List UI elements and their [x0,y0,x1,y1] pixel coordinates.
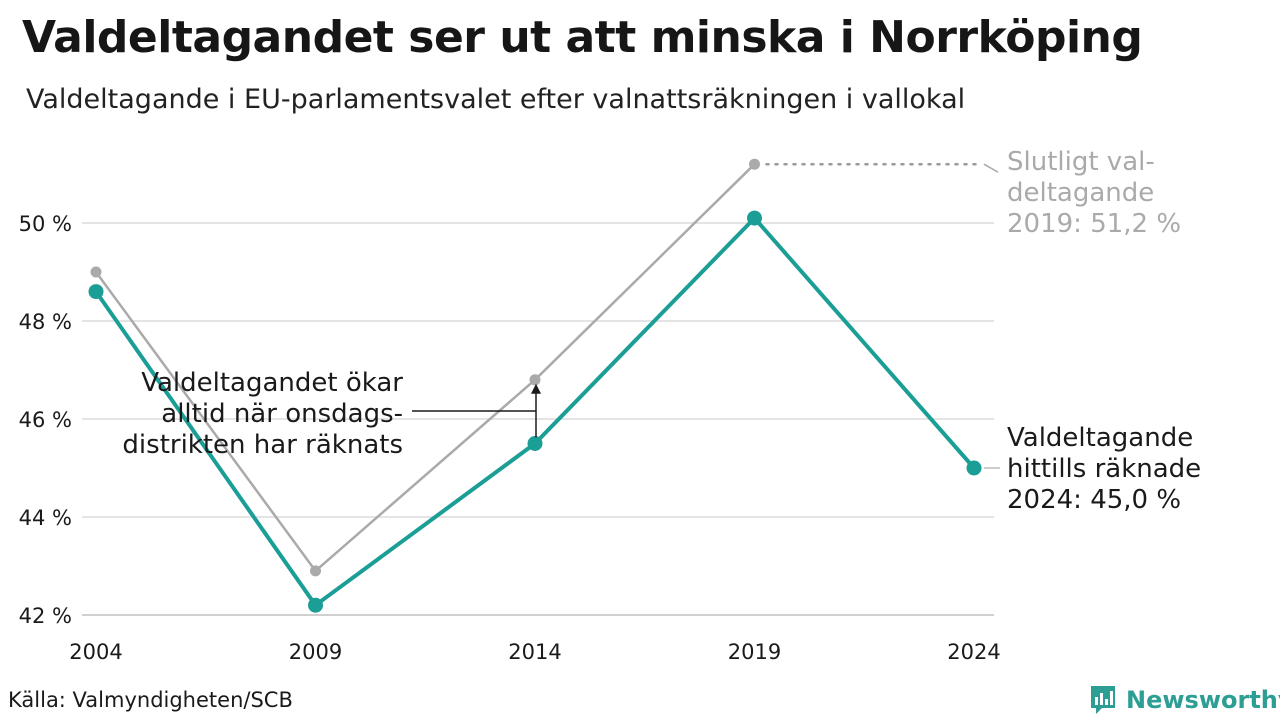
gridlines [82,222,994,616]
x-tick-label: 2014 [508,640,561,664]
x-tick-label: 2019 [728,640,781,664]
data-point-final [90,266,102,278]
annotation-counted-2024: Valdeltagande hittills räknade 2024: 45,0 … [1007,423,1201,515]
y-tick-label: 48 % [19,310,72,334]
y-tick-label: 44 % [19,506,72,530]
y-axis-tick-labels: 42 % 44 % 46 % 48 % 50 % [19,212,72,628]
data-point-counted [88,284,104,300]
series-points [88,158,982,613]
data-point-counted [747,210,762,226]
y-tick-label: 46 % [19,408,72,432]
series-line-final [94,162,756,573]
data-point-counted [308,597,323,613]
chart-title: Valdeltagandet ser ut att minska i Norrk… [22,12,1143,63]
annotation-final-2019: Slutligt val-deltagande 2019: 51,2 % [1007,147,1181,239]
y-tick-label: 50 % [19,212,72,236]
annotation-tick-final-2019 [983,163,999,173]
x-tick-label: 2024 [947,640,1000,664]
x-axis-tick-labels: 2004 2009 2014 2019 2024 [69,640,1000,664]
chart-subtitle: Valdeltagande i EU-parlamentsvalet efter… [26,84,966,115]
data-point-final [310,565,321,577]
brand-name: Newsworthy [1126,686,1280,714]
brand-logo[interactable]: Newsworthy [1088,683,1280,717]
data-point-final [529,374,541,386]
data-point-counted [527,436,543,451]
annotation-arrowhead [531,383,541,394]
annotation-wednesday-note: Valdeltagandet ökar alltid när onsdags-di… [122,368,403,460]
newsworthy-logo-icon [1091,686,1115,714]
data-point-final [749,158,760,170]
source-note: Källa: Valmyndigheten/SCB [8,688,293,712]
y-tick-label: 42 % [19,604,72,628]
x-tick-label: 2004 [69,640,122,664]
annotations: Slutligt val-deltagande 2019: 51,2 % Valde… [122,147,1201,515]
x-tick-label: 2009 [289,640,342,664]
data-point-counted [966,460,982,476]
